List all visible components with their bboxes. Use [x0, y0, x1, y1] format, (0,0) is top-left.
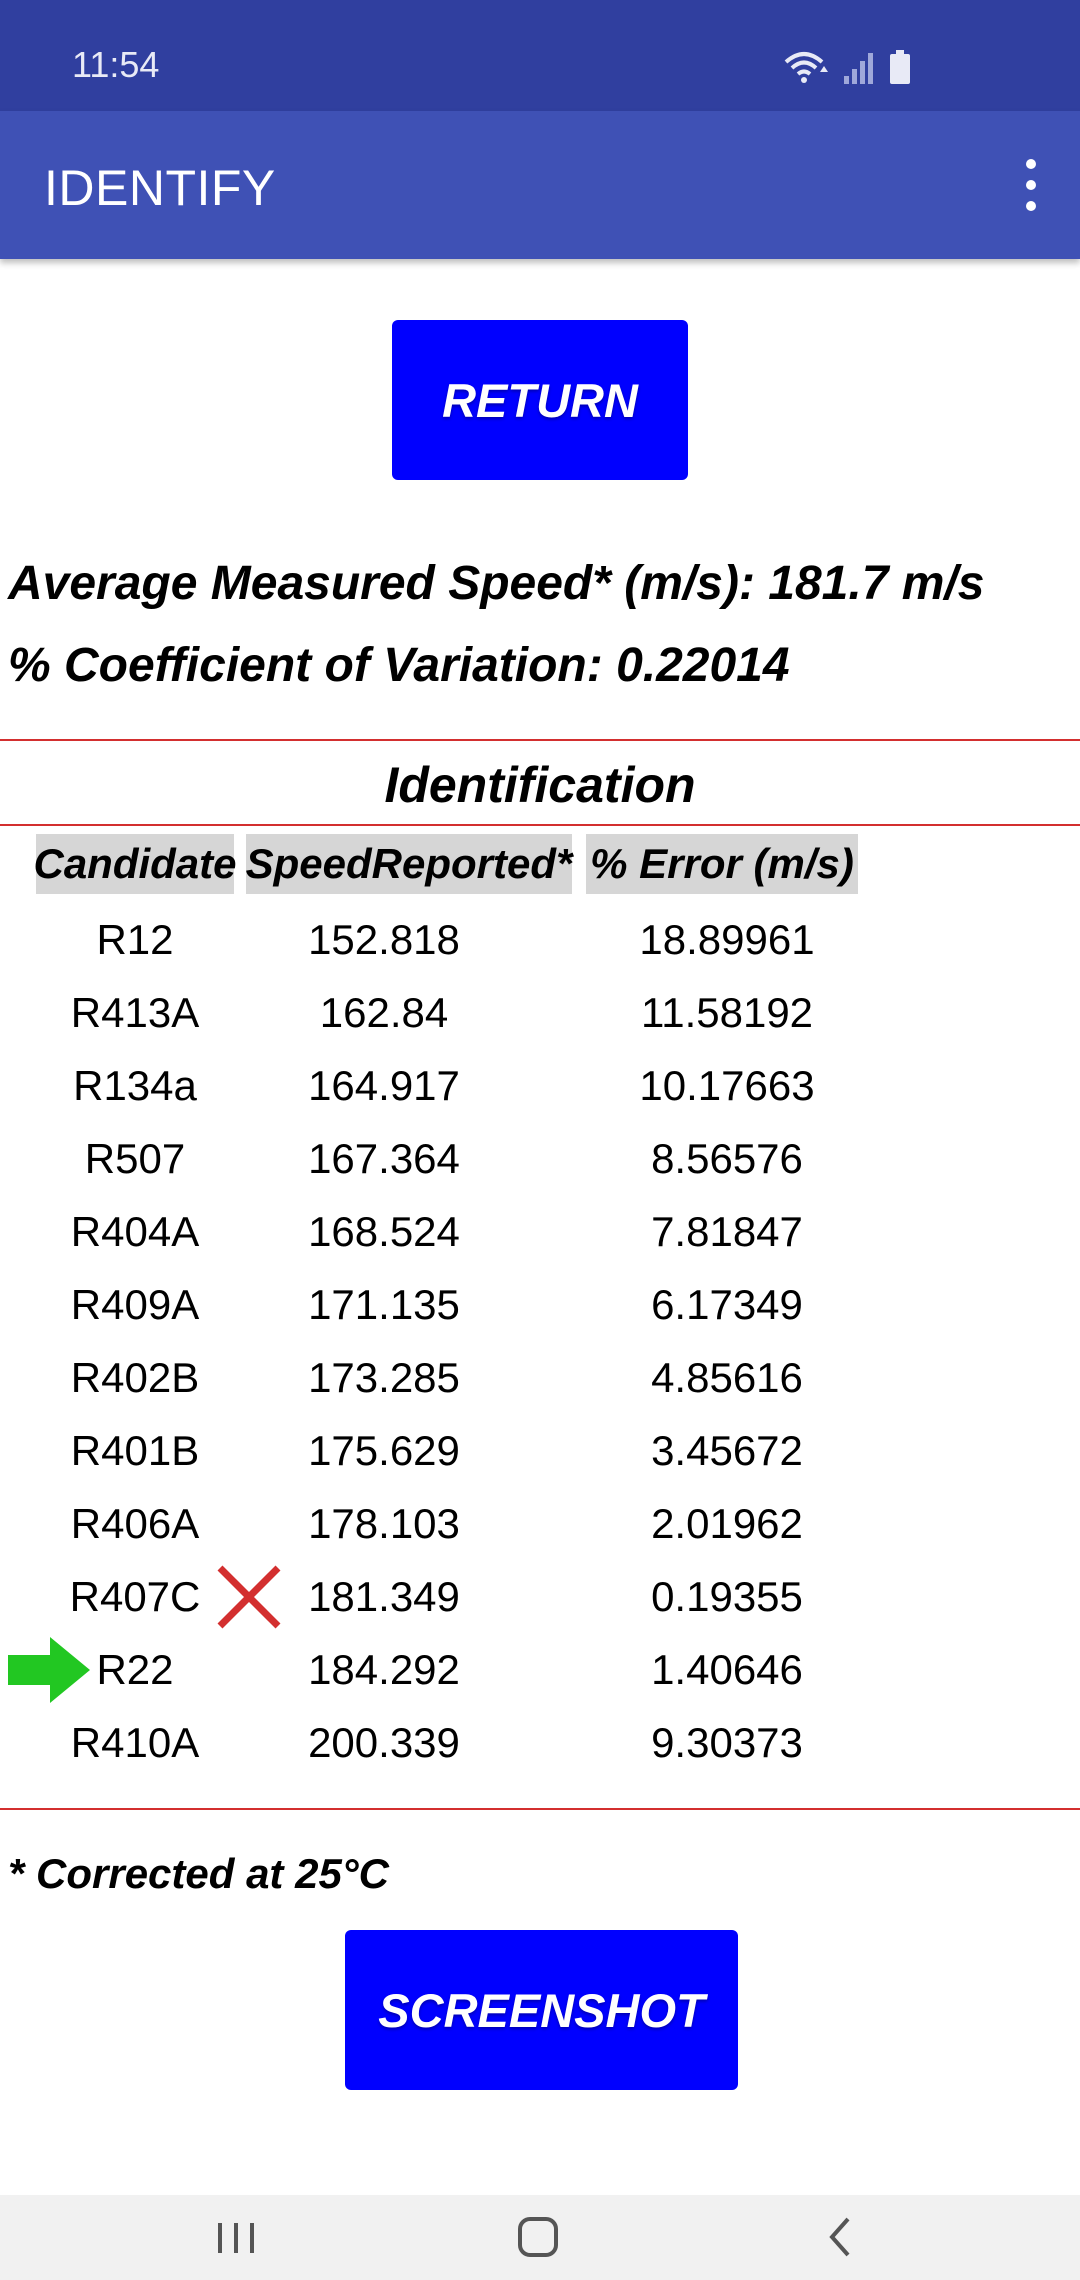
status-icons — [784, 50, 910, 84]
speed-cell: 168.524 — [308, 1207, 460, 1255]
divider-title — [0, 824, 1080, 826]
candidate-cell: R406A — [70, 1499, 200, 1547]
candidate-cell: R134a — [73, 1061, 197, 1109]
table-row: R507 167.364 8.56576 — [0, 1122, 1080, 1195]
table-row: R406A 178.103 2.01962 — [0, 1487, 1080, 1560]
candidate-cell: R507 — [84, 1134, 186, 1182]
status-bar: 11:54 — [0, 0, 1080, 111]
table-row: R407C 181.349 0.19355 — [0, 1560, 1080, 1633]
speed-cell: 162.84 — [319, 988, 449, 1036]
wifi-icon — [784, 52, 828, 83]
candidate-table: R12 152.818 18.89961 R413A 162.84 11.581… — [0, 903, 1080, 1779]
average-speed-text: Average Measured Speed* (m/s): 181.7 m/s — [8, 557, 985, 610]
screenshot-button[interactable]: SCREENSHOT — [345, 1930, 738, 2090]
table-row: R401B 175.629 3.45672 — [0, 1414, 1080, 1487]
error-cell: 4.85616 — [651, 1353, 803, 1401]
error-cell: 0.19355 — [651, 1572, 803, 1620]
speed-cell: 200.339 — [308, 1718, 460, 1766]
status-time: 11:54 — [72, 44, 160, 85]
table-row: R402B 173.285 4.85616 — [0, 1341, 1080, 1414]
table-row: R404A 168.524 7.81847 — [0, 1195, 1080, 1268]
battery-icon — [890, 50, 910, 84]
recent-apps-icon[interactable] — [206, 2209, 266, 2265]
back-icon[interactable] — [810, 2209, 870, 2265]
identification-title: Identification — [384, 757, 696, 813]
app-bar: IDENTIFY — [0, 111, 1080, 259]
header-candidate: Candidate — [33, 834, 237, 894]
error-cell: 18.89961 — [639, 915, 815, 963]
coefficient-variation-text: % Coefficient of Variation: 0.22014 — [8, 639, 790, 692]
candidate-cell: R404A — [70, 1207, 200, 1255]
speed-cell: 184.292 — [308, 1645, 460, 1693]
speed-cell: 178.103 — [308, 1499, 460, 1547]
candidate-cell: R413A — [70, 988, 200, 1036]
table-row: R409A 171.135 6.17349 — [0, 1268, 1080, 1341]
error-cell: 1.40646 — [651, 1645, 803, 1693]
error-cell: 7.81847 — [651, 1207, 803, 1255]
header-error: % Error (m/s) — [586, 834, 858, 894]
speed-cell: 152.818 — [308, 915, 460, 963]
error-cell: 8.56576 — [651, 1134, 803, 1182]
return-button[interactable]: RETURN — [392, 320, 688, 480]
header-speed-reported: SpeedReported* — [246, 834, 572, 894]
candidate-cell: R409A — [70, 1280, 200, 1328]
speed-cell: 181.349 — [308, 1572, 460, 1620]
divider-bottom — [0, 1808, 1080, 1810]
candidate-cell: R22 — [96, 1645, 174, 1693]
speed-cell: 167.364 — [308, 1134, 460, 1182]
app-title: IDENTIFY — [44, 160, 276, 216]
signal-icon — [844, 53, 873, 84]
candidate-cell: R12 — [96, 915, 174, 963]
home-icon[interactable] — [508, 2209, 568, 2265]
candidate-cell: R402B — [70, 1353, 200, 1401]
table-row: R410A 200.339 9.30373 — [0, 1706, 1080, 1779]
candidate-cell: R410A — [70, 1718, 200, 1766]
speed-cell: 173.285 — [308, 1353, 460, 1401]
speed-cell: 175.629 — [308, 1426, 460, 1474]
error-cell: 6.17349 — [651, 1280, 803, 1328]
table-row: R12 152.818 18.89961 — [0, 903, 1080, 976]
error-cell: 10.17663 — [639, 1061, 815, 1109]
candidate-cell: R401B — [70, 1426, 200, 1474]
candidate-cell: R407C — [69, 1572, 201, 1620]
speed-cell: 164.917 — [308, 1061, 460, 1109]
overflow-menu-icon[interactable] — [1008, 155, 1054, 215]
footnote: * Corrected at 25°C — [8, 1850, 389, 1897]
x-mark-icon — [217, 1565, 281, 1629]
table-row: R22 184.292 1.40646 — [0, 1633, 1080, 1706]
error-cell: 3.45672 — [651, 1426, 803, 1474]
error-cell: 9.30373 — [651, 1718, 803, 1766]
table-row: R413A 162.84 11.58192 — [0, 976, 1080, 1049]
divider-top — [0, 739, 1080, 741]
green-arrow-icon — [8, 1637, 90, 1703]
error-cell: 2.01962 — [651, 1499, 803, 1547]
navigation-bar — [0, 2195, 1080, 2280]
error-cell: 11.58192 — [640, 988, 814, 1036]
speed-cell: 171.135 — [308, 1280, 460, 1328]
table-row: R134a 164.917 10.17663 — [0, 1049, 1080, 1122]
